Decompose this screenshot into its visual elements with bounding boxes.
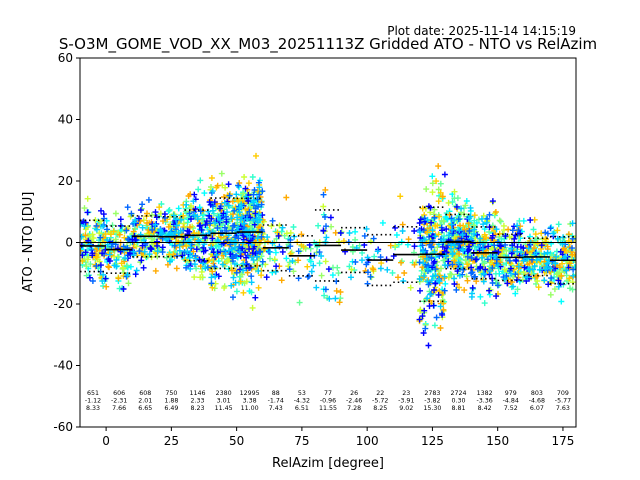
bin-std-label: 6.51 — [295, 405, 309, 412]
bin-std-label: 11.55 — [319, 405, 337, 412]
bin-mean-label: 0.30 — [452, 398, 466, 405]
y-axis-label: ATO - NTO [DU] — [21, 192, 36, 293]
bin-mean-label: -2.31 — [111, 398, 127, 405]
bin-count-label: 26 — [350, 390, 358, 397]
y-tick-label: 40 — [58, 113, 73, 127]
bin-count-label: 23 — [402, 390, 410, 397]
x-tick-label: 0 — [102, 434, 110, 448]
x-tick-label: 75 — [294, 434, 309, 448]
bin-count-label: 53 — [298, 390, 306, 397]
bin-std-label: 11.00 — [241, 405, 259, 412]
bin-count-label: 606 — [113, 390, 125, 397]
bin-std-label: 8.33 — [86, 405, 100, 412]
bin-count-label: 608 — [139, 390, 151, 397]
y-tick-label: 0 — [65, 236, 73, 250]
bin-mean-label: -3.36 — [476, 398, 492, 405]
bin-count-label: 709 — [557, 390, 569, 397]
x-tick-label: 100 — [356, 434, 379, 448]
x-axis-label: RelAzim [degree] — [272, 456, 384, 471]
bin-std-label: 7.28 — [347, 405, 361, 412]
bin-std-label: 7.52 — [504, 405, 518, 412]
bin-std-label: 6.65 — [138, 405, 152, 412]
bin-mean-label: -1.12 — [85, 398, 101, 405]
bin-std-label: 8.81 — [452, 405, 466, 412]
bin-mean-label: 3.01 — [217, 398, 231, 405]
bin-std-label: 8.25 — [373, 405, 387, 412]
x-tick-label: 125 — [421, 434, 444, 448]
bin-count-label: 88 — [272, 390, 280, 397]
bin-count-label: 2783 — [424, 390, 440, 397]
bin-count-label: 803 — [531, 390, 543, 397]
y-tick-label: 20 — [58, 174, 73, 188]
x-tick-label: 25 — [164, 434, 179, 448]
bin-mean-label: -4.32 — [294, 398, 310, 405]
bin-mean-label: -0.96 — [320, 398, 336, 405]
x-tick-label: 175 — [551, 434, 574, 448]
bin-std-label: 8.42 — [478, 405, 492, 412]
bin-count-label: 979 — [505, 390, 517, 397]
bin-std-label: 8.23 — [190, 405, 204, 412]
bin-mean-label: 3.38 — [243, 398, 257, 405]
bin-mean-label: -5.77 — [555, 398, 571, 405]
bin-count-label: 12995 — [240, 390, 260, 397]
bin-mean-label: -4.84 — [503, 398, 519, 405]
bin-std-label: 7.66 — [112, 405, 126, 412]
bin-count-label: 2724 — [451, 390, 467, 397]
y-tick-label: -40 — [53, 359, 73, 373]
y-tick-label: -60 — [53, 420, 73, 434]
chart-title: S-O3M_GOME_VOD_XX_M03_20251113Z Gridded … — [59, 35, 597, 54]
bin-std-label: 7.43 — [269, 405, 283, 412]
bin-std-label: 11.45 — [215, 405, 233, 412]
bin-std-label: 6.49 — [164, 405, 178, 412]
bin-std-label: 9.02 — [399, 405, 413, 412]
bin-statistics — [80, 197, 576, 303]
scatter-points — [80, 152, 576, 349]
bin-mean-label: 2.33 — [190, 398, 204, 405]
bin-mean-label: -3.82 — [424, 398, 440, 405]
x-tick-label: 150 — [486, 434, 509, 448]
bin-count-label: 1382 — [477, 390, 493, 397]
bin-mean-label: -5.72 — [372, 398, 388, 405]
bin-std-label: 7.63 — [556, 405, 570, 412]
y-axis: -60 -40 -20 0 20 40 60 — [53, 51, 80, 434]
bin-mean-label: 1.88 — [164, 398, 178, 405]
bin-mean-label: -3.91 — [398, 398, 414, 405]
x-tick-label: 50 — [229, 434, 244, 448]
bin-count-label: 1146 — [189, 390, 205, 397]
bin-count-label: 77 — [324, 390, 332, 397]
bin-std-label: 6.07 — [530, 405, 544, 412]
bin-count-label: 22 — [376, 390, 384, 397]
bin-mean-label: -2.46 — [346, 398, 362, 405]
y-tick-label: -20 — [53, 297, 73, 311]
bin-count-label: 651 — [87, 390, 99, 397]
y-tick-label: 60 — [58, 51, 73, 65]
bin-mean-label: -1.74 — [268, 398, 284, 405]
bin-count-label: 2380 — [216, 390, 232, 397]
plot-date: Plot date: 2025-11-14 14:15:19 — [387, 24, 576, 38]
bin-std-label: 15.30 — [423, 405, 441, 412]
bin-count-label: 750 — [165, 390, 177, 397]
bin-mean-label: 2.01 — [138, 398, 152, 405]
bin-mean-label: -4.68 — [529, 398, 545, 405]
x-axis: 0 25 50 75 100 125 150 175 — [102, 427, 574, 448]
